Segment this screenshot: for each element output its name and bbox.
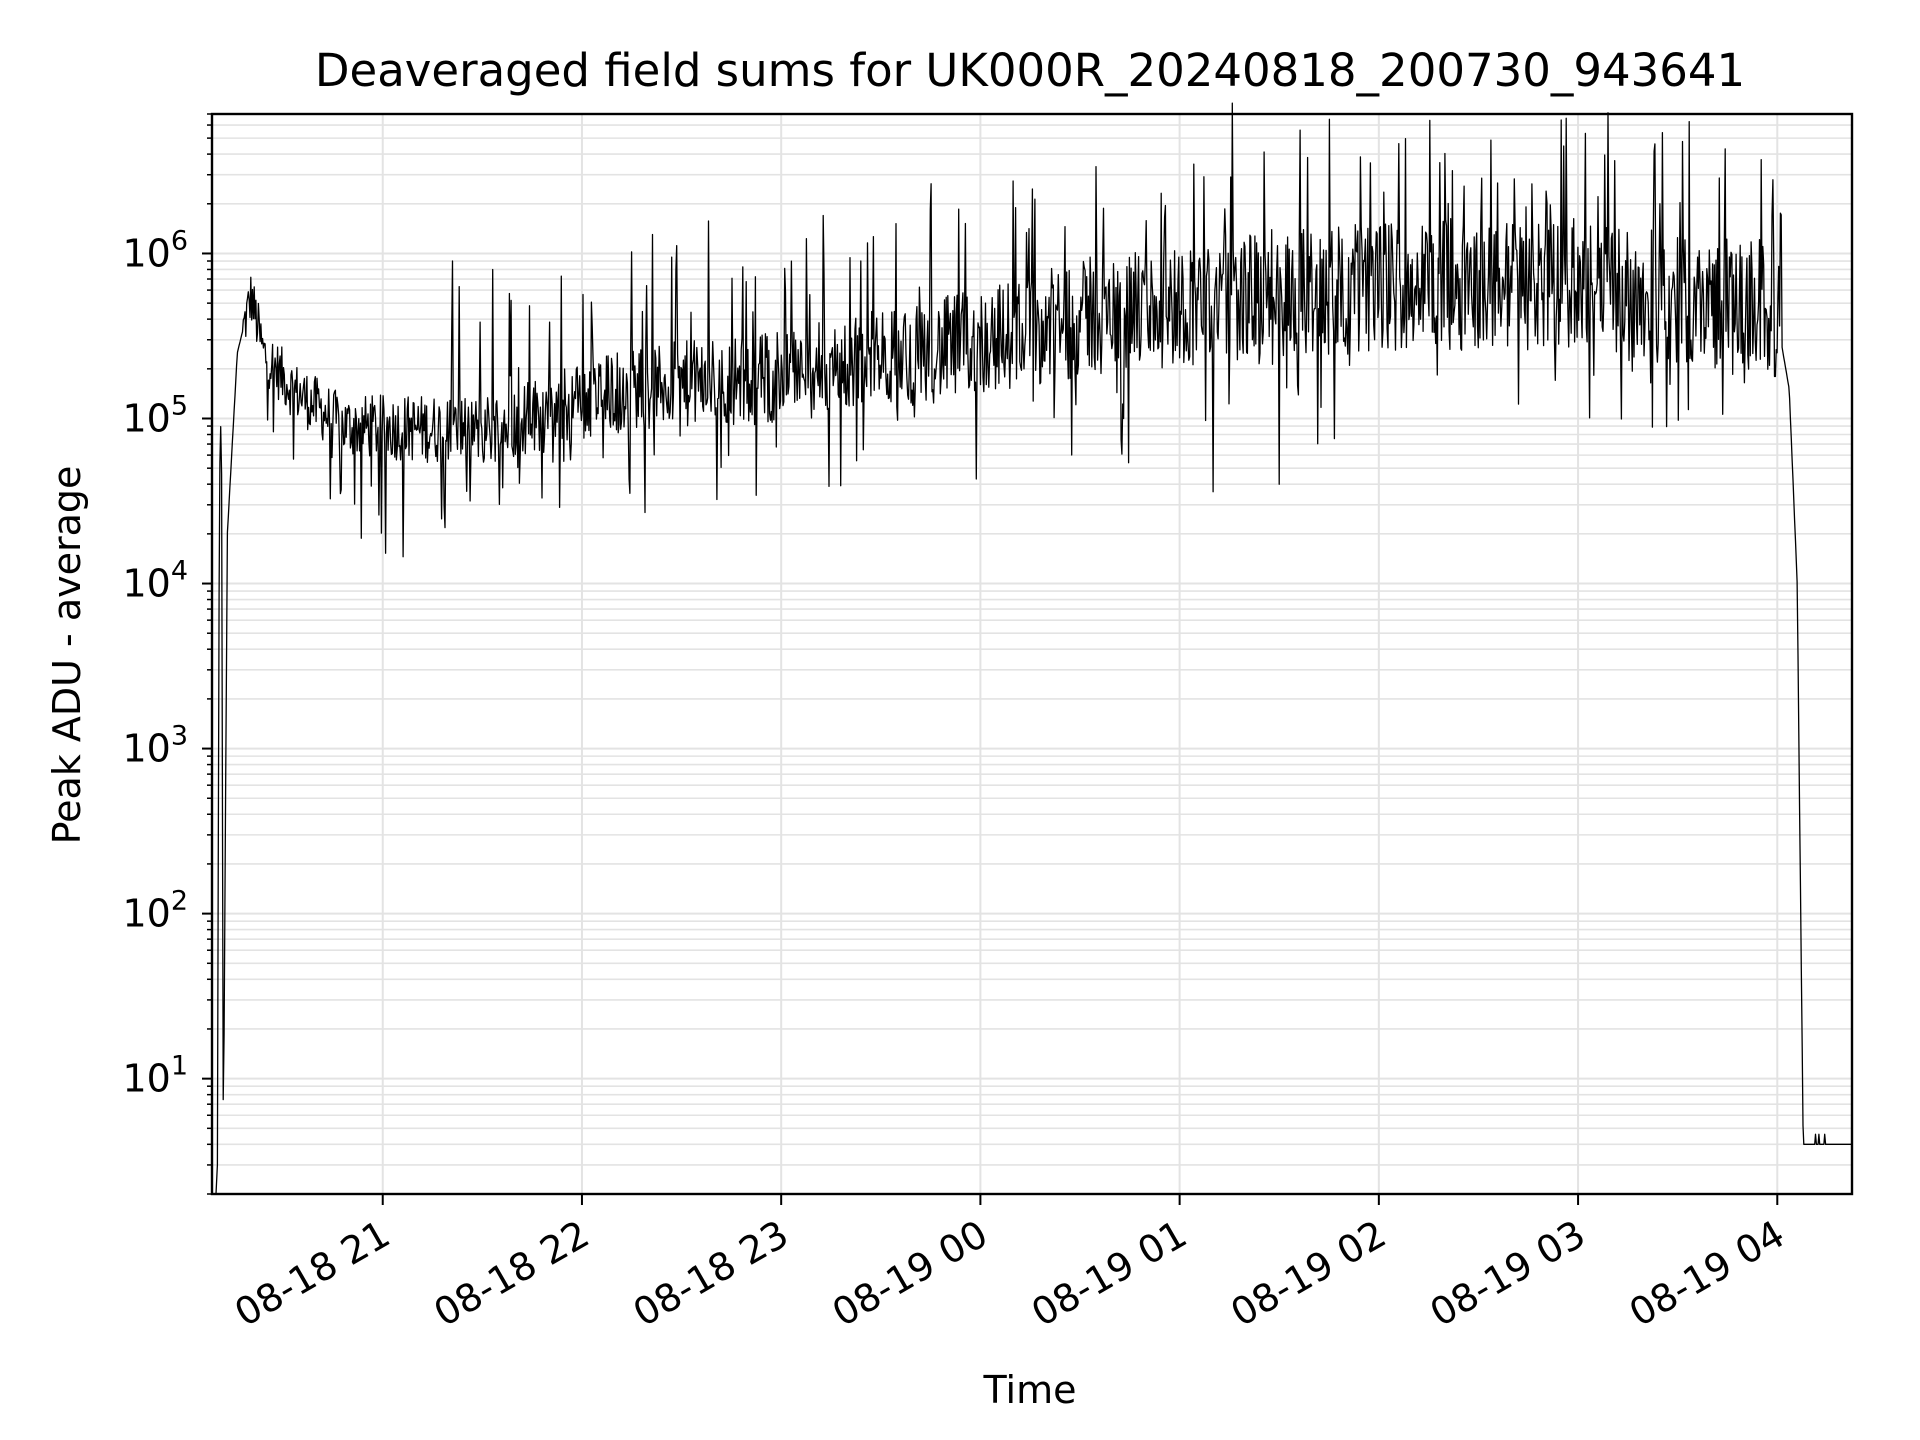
y-tick-base: 10	[122, 1057, 170, 1101]
y-tick-label: 105	[122, 391, 188, 441]
y-tick-base: 10	[122, 397, 170, 441]
y-tick-exponent: 6	[171, 225, 188, 256]
y-tick-base: 10	[122, 727, 170, 771]
y-tick-exponent: 3	[171, 721, 188, 752]
y-tick-exponent: 2	[171, 886, 188, 917]
series-line	[215, 102, 1852, 1195]
y-tick-label: 101	[122, 1051, 188, 1101]
grid	[212, 113, 1852, 1195]
y-tick-base: 10	[122, 231, 170, 275]
y-tick-base: 10	[122, 892, 170, 936]
x-axis-label: Time	[983, 1368, 1077, 1412]
chart-title: Deaveraged field sums for UK000R_2024081…	[315, 44, 1745, 97]
y-tick-exponent: 5	[171, 391, 188, 422]
y-axis-label: Peak ADU - average	[45, 466, 89, 845]
y-tick-label: 104	[122, 556, 188, 606]
y-tick-label: 103	[122, 721, 188, 771]
plot-frame	[210, 112, 1854, 1196]
y-tick-exponent: 4	[171, 556, 188, 587]
y-tick-exponent: 1	[171, 1051, 188, 1082]
y-tick-label: 106	[122, 225, 188, 275]
y-tick-base: 10	[122, 562, 170, 606]
y-tick-label: 102	[122, 886, 188, 936]
